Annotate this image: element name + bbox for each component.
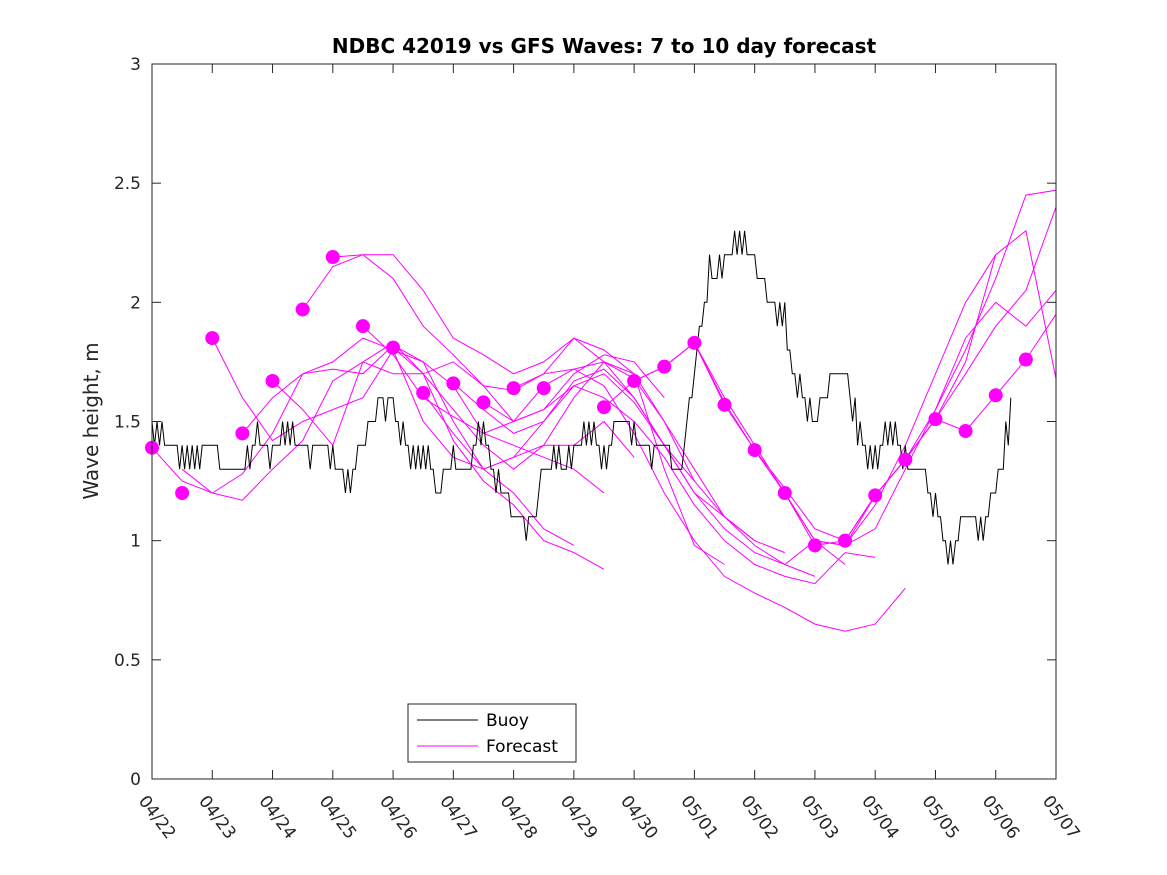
forecast-marker xyxy=(416,385,431,400)
chart-title: NDBC 42019 vs GFS Waves: 7 to 10 day for… xyxy=(332,34,877,58)
forecast-line xyxy=(302,254,695,482)
forecast-line xyxy=(332,254,725,565)
legend: Buoy Forecast xyxy=(407,703,577,763)
forecast-marker xyxy=(386,340,401,355)
forecast-series xyxy=(151,189,1057,632)
legend-forecast-label: Forecast xyxy=(486,737,558,757)
forecast-line xyxy=(452,373,846,566)
y-tick-label: 0.5 xyxy=(114,651,141,671)
forecast-marker xyxy=(958,424,973,439)
forecast-marker xyxy=(506,381,521,396)
forecast-line xyxy=(211,337,605,494)
forecast-marker xyxy=(807,538,822,553)
forecast-marker xyxy=(898,452,913,467)
forecast-marker xyxy=(597,400,611,415)
buoy-series xyxy=(151,230,1012,565)
forecast-marker xyxy=(928,412,943,427)
forecast-line xyxy=(513,368,906,632)
forecast-marker xyxy=(717,397,732,412)
forecast-marker xyxy=(235,426,250,441)
legend-buoy-label: Buoy xyxy=(486,711,529,731)
y-tick-label: 0 xyxy=(130,770,141,790)
forecast-marker xyxy=(325,250,340,265)
forecast-line xyxy=(151,344,575,546)
forecast-line xyxy=(422,368,816,577)
y-tick-label: 2 xyxy=(130,293,141,313)
buoy-line xyxy=(151,230,1012,565)
forecast-marker xyxy=(777,486,792,500)
y-tick-label: 2.5 xyxy=(114,174,141,194)
forecast-marker xyxy=(687,335,702,350)
forecast-marker xyxy=(988,388,1003,403)
forecast-marker xyxy=(446,376,461,391)
forecast-marker xyxy=(476,395,491,410)
y-tick-label: 1.5 xyxy=(114,413,141,433)
forecast-markers xyxy=(145,250,1033,553)
forecast-marker xyxy=(868,488,883,503)
forecast-marker xyxy=(838,533,853,548)
forecast-marker xyxy=(657,359,672,374)
forecast-marker xyxy=(627,373,642,388)
forecast-marker xyxy=(295,302,310,317)
forecast-marker xyxy=(205,331,220,346)
forecast-marker xyxy=(265,373,280,388)
plot-area xyxy=(145,63,1057,780)
forecast-marker xyxy=(175,486,190,500)
y-axis-label: Wave height, m xyxy=(79,342,103,499)
y-tick-label: 3 xyxy=(130,55,141,75)
forecast-marker xyxy=(536,381,551,396)
forecast-marker xyxy=(1018,352,1033,367)
forecast-line xyxy=(483,385,876,585)
y-axis: 0 0.5 1 1.5 2 2.5 3 xyxy=(114,55,1056,790)
legend-box xyxy=(407,703,577,763)
forecast-marker xyxy=(747,443,762,458)
y-tick-label: 1 xyxy=(130,532,141,552)
forecast-marker xyxy=(355,319,370,334)
